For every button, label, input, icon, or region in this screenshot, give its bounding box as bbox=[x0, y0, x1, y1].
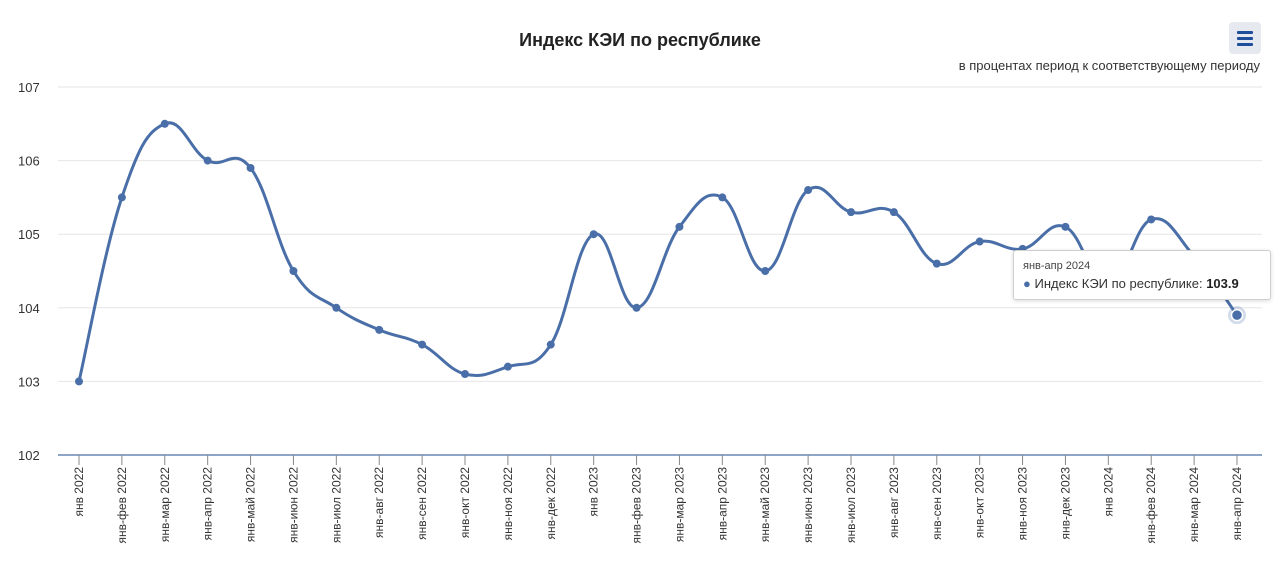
x-tick-label: янв-авг 2022 bbox=[372, 467, 386, 538]
x-tick-label: янв 2024 bbox=[1101, 467, 1115, 517]
x-tick-label: янв-фев 2024 bbox=[1144, 467, 1158, 544]
menu-bar-icon bbox=[1237, 31, 1253, 34]
data-point bbox=[546, 340, 555, 349]
data-point bbox=[117, 193, 126, 202]
data-point bbox=[418, 340, 427, 349]
data-point bbox=[332, 303, 341, 312]
x-tick-label: янв 2022 bbox=[72, 467, 86, 517]
x-tick-label: янв-апр 2022 bbox=[201, 467, 215, 541]
data-point bbox=[246, 163, 255, 172]
data-tooltip: янв-апр 2024 ● Индекс КЭИ по республике:… bbox=[1013, 250, 1271, 300]
data-point bbox=[675, 222, 684, 231]
chart-subtitle: в процентах период к соответствующему пе… bbox=[958, 58, 1260, 73]
data-point bbox=[375, 325, 384, 334]
x-tick-label: янв 2023 bbox=[587, 467, 601, 517]
x-tick-label: янв-дек 2022 bbox=[544, 467, 558, 540]
data-point bbox=[718, 193, 727, 202]
data-point bbox=[589, 230, 598, 239]
x-tick-label: янв-май 2023 bbox=[758, 467, 772, 542]
data-point bbox=[1147, 215, 1156, 224]
menu-button[interactable] bbox=[1229, 22, 1261, 54]
data-point bbox=[932, 259, 941, 268]
data-point bbox=[75, 377, 83, 386]
data-point bbox=[975, 237, 984, 246]
data-point bbox=[1061, 222, 1070, 231]
data-point bbox=[804, 186, 813, 195]
x-tick-label: янв-окт 2022 bbox=[458, 467, 472, 538]
data-point bbox=[632, 303, 641, 312]
tooltip-body: ● Индекс КЭИ по республике: 103.9 bbox=[1023, 276, 1239, 291]
x-tick-label: янв-сен 2022 bbox=[415, 467, 429, 540]
data-point bbox=[289, 267, 298, 275]
data-point bbox=[160, 119, 169, 128]
x-tick-label: янв-сен 2023 bbox=[930, 467, 944, 540]
menu-bar-icon bbox=[1237, 37, 1253, 40]
y-tick-label: 102 bbox=[18, 448, 40, 463]
y-tick-label: 104 bbox=[18, 301, 40, 316]
x-tick-label: янв-июл 2022 bbox=[329, 467, 343, 543]
x-tick-label: янв-авг 2023 bbox=[887, 467, 901, 538]
x-tick-label: янв-мар 2023 bbox=[672, 467, 686, 542]
x-tick-label: янв-окт 2023 bbox=[973, 467, 987, 538]
x-tick-label: янв-ноя 2022 bbox=[501, 467, 515, 541]
x-tick-label: янв-фев 2022 bbox=[115, 467, 129, 544]
x-tick-label: янв-ноя 2023 bbox=[1016, 467, 1030, 541]
tooltip-series-dot-icon: ● bbox=[1023, 276, 1031, 291]
menu-bar-icon bbox=[1237, 43, 1253, 46]
tooltip-header: янв-апр 2024 bbox=[1023, 260, 1091, 272]
tooltip-series-label: Индекс КЭИ по республике: bbox=[1034, 276, 1203, 291]
data-point bbox=[203, 156, 212, 165]
x-tick-label: янв-июл 2023 bbox=[844, 467, 858, 543]
y-tick-label: 105 bbox=[18, 227, 40, 242]
x-tick-label: янв-апр 2024 bbox=[1230, 467, 1244, 541]
y-tick-label: 107 bbox=[18, 80, 40, 95]
x-tick-label: янв-май 2022 bbox=[244, 467, 258, 542]
x-tick-label: янв-июн 2022 bbox=[286, 467, 300, 543]
y-tick-label: 106 bbox=[18, 154, 40, 169]
data-point bbox=[761, 267, 770, 275]
data-point bbox=[461, 370, 469, 379]
data-point bbox=[1230, 308, 1244, 322]
data-point bbox=[503, 362, 512, 371]
x-tick-label: янв-мар 2022 bbox=[158, 467, 172, 542]
x-tick-label: янв-мар 2024 bbox=[1187, 467, 1201, 542]
tooltip-value: 103.9 bbox=[1206, 276, 1239, 291]
x-tick-label: янв-апр 2023 bbox=[715, 467, 729, 541]
x-tick-label: янв-июн 2023 bbox=[801, 467, 815, 543]
chart-title: Индекс КЭИ по республике bbox=[519, 30, 761, 50]
x-tick-label: янв-дек 2023 bbox=[1058, 467, 1072, 540]
data-point bbox=[889, 208, 898, 217]
x-tick-label: янв-фев 2023 bbox=[630, 467, 644, 544]
data-point bbox=[847, 208, 855, 217]
y-tick-label: 103 bbox=[18, 374, 40, 389]
